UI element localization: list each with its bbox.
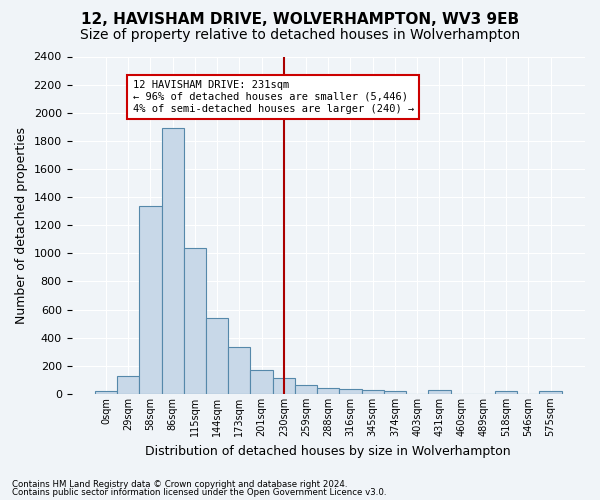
Bar xyxy=(317,388,340,394)
Bar xyxy=(384,391,406,394)
Bar xyxy=(228,347,250,394)
Text: Size of property relative to detached houses in Wolverhampton: Size of property relative to detached ho… xyxy=(80,28,520,42)
Text: 12 HAVISHAM DRIVE: 231sqm
← 96% of detached houses are smaller (5,446)
4% of sem: 12 HAVISHAM DRIVE: 231sqm ← 96% of detac… xyxy=(133,80,414,114)
Bar xyxy=(428,390,451,394)
Bar xyxy=(161,128,184,394)
Bar xyxy=(340,389,362,394)
Bar xyxy=(495,391,517,394)
X-axis label: Distribution of detached houses by size in Wolverhampton: Distribution of detached houses by size … xyxy=(145,444,511,458)
Bar xyxy=(206,318,228,394)
Bar xyxy=(272,378,295,394)
Bar xyxy=(295,385,317,394)
Bar xyxy=(184,248,206,394)
Text: 12, HAVISHAM DRIVE, WOLVERHAMPTON, WV3 9EB: 12, HAVISHAM DRIVE, WOLVERHAMPTON, WV3 9… xyxy=(81,12,519,28)
Text: Contains HM Land Registry data © Crown copyright and database right 2024.: Contains HM Land Registry data © Crown c… xyxy=(12,480,347,489)
Text: Contains public sector information licensed under the Open Government Licence v3: Contains public sector information licen… xyxy=(12,488,386,497)
Bar xyxy=(139,206,161,394)
Bar xyxy=(117,376,139,394)
Y-axis label: Number of detached properties: Number of detached properties xyxy=(15,126,28,324)
Bar xyxy=(250,370,272,394)
Bar xyxy=(539,391,562,394)
Bar xyxy=(362,390,384,394)
Bar xyxy=(95,391,117,394)
